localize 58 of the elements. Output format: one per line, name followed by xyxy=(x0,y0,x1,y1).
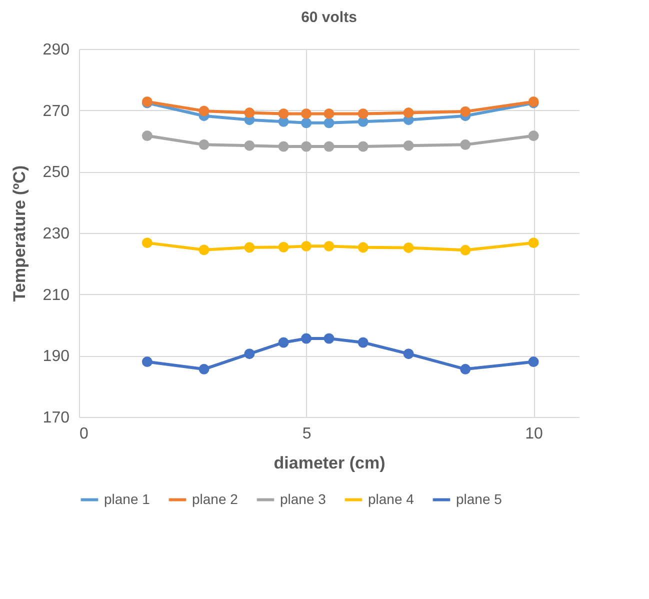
chart-title: 60 volts xyxy=(301,9,357,26)
y-tick-label: 210 xyxy=(42,286,70,304)
legend-label: plane 3 xyxy=(280,490,326,507)
point xyxy=(528,238,539,248)
point xyxy=(358,242,368,253)
point xyxy=(403,140,414,151)
point xyxy=(460,244,471,256)
y-tick-label: 170 xyxy=(42,410,70,426)
point xyxy=(403,242,414,253)
point xyxy=(142,356,152,368)
y-tick-label: 190 xyxy=(42,348,70,366)
point xyxy=(358,108,368,119)
point xyxy=(301,333,312,344)
point xyxy=(198,244,210,256)
point xyxy=(278,337,289,348)
point xyxy=(460,364,471,374)
x-tick-label: 10 xyxy=(525,426,544,442)
point xyxy=(324,240,334,252)
point xyxy=(198,139,210,150)
x-tick-label: 5 xyxy=(302,426,312,442)
point xyxy=(324,108,334,119)
point xyxy=(403,348,414,360)
legend-label: plane 2 xyxy=(192,490,238,507)
point xyxy=(528,356,539,368)
y-tick-label: 270 xyxy=(42,102,70,120)
y-tick-label: 250 xyxy=(42,164,70,182)
point xyxy=(301,141,312,152)
y-tick-label: 230 xyxy=(42,226,70,242)
point xyxy=(244,242,255,253)
point xyxy=(358,141,368,152)
y-axis-title: Temperature (ºC) xyxy=(10,165,29,302)
point xyxy=(528,130,539,142)
x-axis-title: diameter (cm) xyxy=(274,454,386,472)
legend-label: plane 4 xyxy=(368,490,414,507)
point xyxy=(198,106,210,116)
point xyxy=(244,348,255,360)
legend-label: plane 5 xyxy=(456,490,502,507)
point xyxy=(301,240,312,252)
y-tick-label: 290 xyxy=(42,42,70,58)
point xyxy=(324,141,334,152)
point xyxy=(278,141,289,152)
point xyxy=(142,130,152,142)
point xyxy=(278,108,289,119)
point xyxy=(358,337,368,348)
point xyxy=(278,242,289,252)
point xyxy=(244,108,255,118)
point xyxy=(324,333,334,344)
point xyxy=(460,106,471,117)
point xyxy=(198,364,210,374)
point xyxy=(142,238,152,248)
legend-label: plane 1 xyxy=(104,490,150,507)
point xyxy=(324,118,334,128)
point xyxy=(460,139,471,150)
x-tick-label: 0 xyxy=(80,426,88,442)
point xyxy=(403,108,414,118)
point xyxy=(301,118,312,128)
point xyxy=(244,140,255,151)
point xyxy=(301,108,312,119)
